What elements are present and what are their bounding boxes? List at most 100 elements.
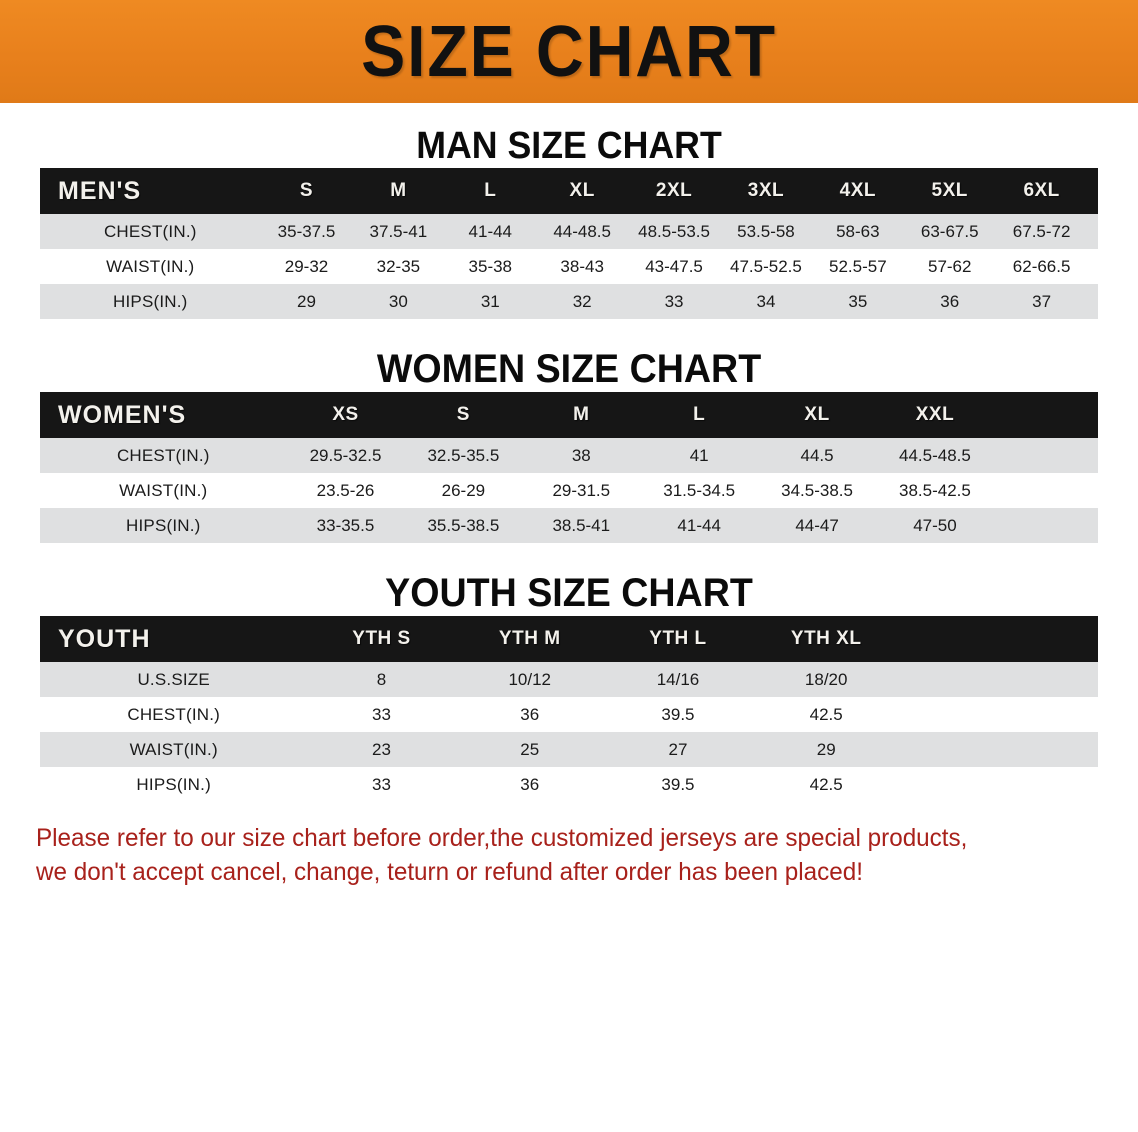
youth-cell-spacer [900,662,1098,697]
man-cell: 38-43 [560,256,604,276]
youth-table-row: WAIST(IN.) 23 25 27 29 [40,732,1098,767]
women-cell: 38 [571,445,591,465]
youth-cell: 14/16 [656,669,700,689]
women-cell: 38.5-42.5 [899,480,971,500]
man-cell: 67.5-72 [1012,221,1071,241]
youth-cell: 27 [668,739,688,759]
man-cell: 29 [297,291,316,311]
man-column-header: 2XL [655,180,693,201]
women-cell-spacer [994,508,1098,543]
man-column-header: M [390,180,407,201]
youth-corner-label: YOUTH [58,624,151,653]
man-cell: 31 [480,291,500,311]
women-column-header: XXL [915,404,955,425]
man-cell-spacer [1088,214,1098,249]
women-table-row: WAIST(IN.) 23.5-26 26-29 29-31.5 31.5-34.5 34… [40,473,1098,508]
women-cell: 23.5-26 [316,480,375,500]
youth-cell: 36 [520,774,540,794]
man-column-header: 6XL [1023,180,1060,201]
man-cell: 35-37.5 [277,221,336,241]
man-cell: 36 [940,291,960,311]
man-cell: 34 [756,291,776,311]
youth-column-header: YTH L [649,628,707,649]
youth-cell: 39.5 [661,774,695,794]
women-cell: 26-29 [441,480,486,500]
man-column-header: 3XL [747,180,785,201]
man-cell: 47.5-52.5 [730,256,802,276]
women-row-label: CHEST(IN.) [116,445,210,465]
women-cell: 34.5-38.5 [781,480,853,500]
women-cell: 38.5-41 [552,515,611,535]
youth-header-row: YOUTH YTH S YTH M YTH L YTH XL [40,616,1098,662]
youth-size-table: YOUTH YTH S YTH M YTH L YTH XL U.S.SIZE 8 10/… [40,616,1098,802]
women-header-row: WOMEN'S XS S M L XL XXL [40,392,1098,438]
man-cell: 62-66.5 [1012,256,1071,276]
youth-table-wrap: YOUTH YTH S YTH M YTH L YTH XL U.S.SIZE 8 10/… [40,616,1098,802]
man-corner-label: MEN'S [58,176,142,205]
youth-row-label: HIPS(IN.) [136,774,211,794]
women-cell: 29.5-32.5 [309,445,382,465]
women-cell: 41 [689,445,709,465]
man-row-label: WAIST(IN.) [106,256,195,276]
women-corner-label: WOMEN'S [58,400,187,429]
youth-column-header: YTH M [498,628,561,649]
youth-table-head: YOUTH YTH S YTH M YTH L YTH XL [40,616,1098,662]
man-row-label: CHEST(IN.) [103,221,197,241]
man-cell: 57-62 [927,256,972,276]
man-table-row: CHEST(IN.) 35-37.5 37.5-41 41-44 44-48.5 48.5… [40,214,1098,249]
man-cell: 48.5-53.5 [638,221,710,241]
man-column-header-spacer [1088,168,1098,214]
man-cell: 53.5-58 [737,221,795,241]
youth-row-label: CHEST(IN.) [127,704,221,724]
women-cell: 44.5-48.5 [899,445,971,465]
man-column-header: 5XL [931,180,968,201]
women-cell-spacer [994,473,1098,508]
youth-cell-spacer [900,732,1098,767]
women-column-header-spacer [994,392,1098,438]
man-cell-spacer [1088,249,1098,284]
youth-cell: 25 [520,739,540,759]
women-table-head: WOMEN'S XS S M L XL XXL [40,392,1098,438]
women-column-header: XL [804,404,830,425]
youth-cell: 36 [520,704,540,724]
man-cell: 37 [1032,291,1052,311]
man-table-wrap: MEN'S S M L XL 2XL 3XL 4XL 5XL 6XL CHEST(IN.) 35-… [40,168,1098,319]
page-banner: SIZE CHART [0,0,1138,103]
disclaimer-line-1: Please refer to our size chart before or… [36,824,968,852]
youth-cell: 42.5 [809,704,843,724]
youth-table-body: U.S.SIZE 8 10/12 14/16 18/20 CHEST(IN.) 33 36 39… [40,662,1098,802]
man-cell: 37.5-41 [369,221,428,241]
women-table-wrap: WOMEN'S XS S M L XL XXL CHEST(IN.) 29.5-32.5 32… [40,392,1098,543]
man-column-header: S [299,180,314,201]
women-cell: 41-44 [677,515,721,535]
youth-cell: 8 [376,669,387,689]
man-header-row: MEN'S S M L XL 2XL 3XL 4XL 5XL 6XL [40,168,1098,214]
man-cell-spacer [1088,284,1098,319]
man-cell: 30 [388,291,408,311]
man-column-header: XL [569,180,595,201]
man-cell: 35 [848,291,868,311]
man-cell: 58-63 [836,221,880,241]
youth-row-label: U.S.SIZE [137,669,210,689]
man-cell: 35-38 [468,256,513,276]
youth-cell: 29 [816,739,836,759]
women-cell: 29-31.5 [552,480,611,500]
women-column-header: L [693,404,706,425]
disclaimer-line-2: we don't accept cancel, change, teturn o… [36,857,863,886]
man-cell: 43-47.5 [645,256,703,276]
youth-table-row: CHEST(IN.) 33 36 39.5 42.5 [40,697,1098,732]
women-column-header: XS [332,404,359,425]
women-table-row: HIPS(IN.) 33-35.5 35.5-38.5 38.5-41 41-44 44-… [40,508,1098,543]
man-cell: 63-67.5 [920,221,979,241]
youth-cell-spacer [900,697,1098,732]
man-table-row: HIPS(IN.) 29 30 31 32 33 34 35 36 37 [40,284,1098,319]
disclaimer-text: Please refer to our size chart before or… [36,822,1070,890]
man-table-body: CHEST(IN.) 35-37.5 37.5-41 41-44 44-48.5 48.5… [40,214,1098,319]
women-row-label: WAIST(IN.) [119,480,208,500]
youth-cell-spacer [900,767,1098,802]
women-cell: 44.5 [800,445,834,465]
youth-cell: 18/20 [804,669,848,689]
youth-column-header: YTH XL [790,628,862,649]
man-cell: 52.5-57 [829,256,887,276]
man-row-label: HIPS(IN.) [113,291,188,311]
